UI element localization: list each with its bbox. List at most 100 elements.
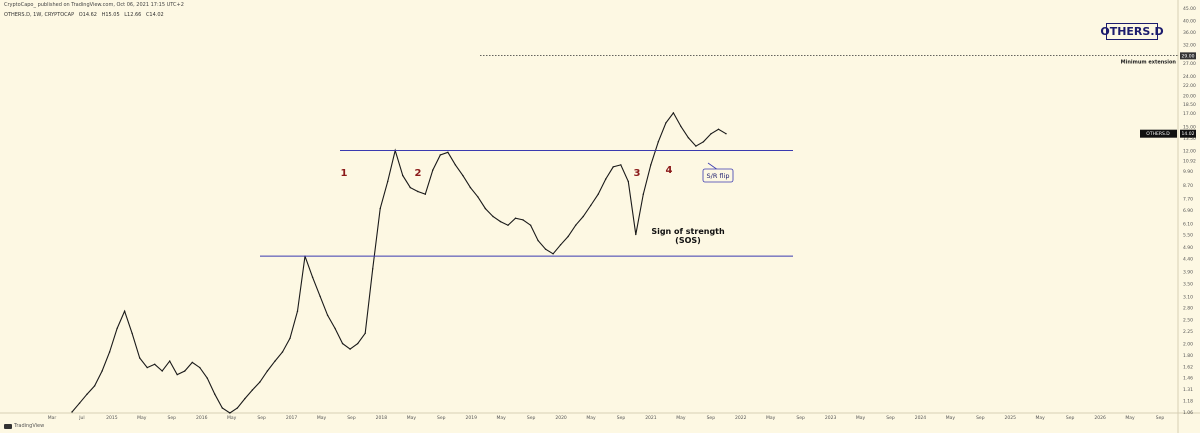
x-tick-label: Jul bbox=[78, 415, 84, 421]
price-point bbox=[605, 178, 607, 180]
price-point bbox=[184, 370, 186, 372]
y-tick-label: 20.00 bbox=[1183, 93, 1196, 99]
y-tick-label: 40.00 bbox=[1183, 19, 1196, 25]
last-price-tag bbox=[1180, 129, 1196, 138]
x-tick-label: Sep bbox=[707, 415, 716, 421]
x-tick-label: Sep bbox=[527, 415, 536, 421]
price-point bbox=[575, 224, 577, 226]
y-tick-label: 1.62 bbox=[1183, 364, 1193, 370]
x-tick-label: Sep bbox=[1156, 415, 1165, 421]
y-tick-label: 3.10 bbox=[1183, 294, 1193, 300]
y-tick-label: 17.00 bbox=[1183, 111, 1196, 117]
x-tick-label: Sep bbox=[886, 415, 895, 421]
y-tick-label: 1.46 bbox=[1183, 375, 1193, 381]
price-point bbox=[281, 351, 284, 353]
price-point bbox=[229, 412, 231, 414]
price-point bbox=[462, 174, 464, 177]
price-point bbox=[544, 248, 547, 250]
x-tick-label: 2015 bbox=[106, 415, 118, 421]
price-point bbox=[702, 141, 705, 143]
price-point bbox=[101, 370, 103, 372]
y-tick-label: 3.90 bbox=[1183, 270, 1193, 276]
x-tick-label: 2017 bbox=[286, 415, 298, 421]
price-point bbox=[529, 224, 532, 226]
price-point bbox=[620, 164, 622, 166]
ohlc-low: L12.66 bbox=[124, 12, 142, 18]
price-point bbox=[432, 169, 434, 171]
price-point bbox=[680, 125, 682, 128]
x-tick-label: May bbox=[227, 415, 237, 421]
price-point bbox=[154, 363, 156, 365]
y-tick-label: 4.90 bbox=[1183, 245, 1193, 251]
price-point bbox=[507, 224, 509, 226]
y-tick-label: 3.50 bbox=[1183, 281, 1193, 287]
y-tick-label: 18.50 bbox=[1183, 102, 1196, 108]
y-tick-label: 1.18 bbox=[1183, 398, 1193, 404]
price-point bbox=[477, 196, 479, 198]
price-point bbox=[311, 276, 314, 278]
y-tick-label: 4.40 bbox=[1183, 257, 1193, 263]
target-price-tag bbox=[1180, 52, 1196, 60]
price-point bbox=[499, 220, 502, 223]
symbol-label[interactable]: OTHERS.D, 1W, CRYPTOCAP bbox=[4, 12, 75, 18]
y-tick-label: 32.00 bbox=[1183, 43, 1196, 49]
x-tick-label: 2021 bbox=[645, 415, 657, 421]
x-tick-label: May bbox=[407, 415, 417, 421]
last-price-label: 14.02 bbox=[1182, 131, 1195, 137]
price-point bbox=[349, 348, 351, 350]
x-tick-label: May bbox=[586, 415, 596, 421]
y-tick-label: 2.25 bbox=[1183, 329, 1193, 335]
ohlc-close: C14.02 bbox=[145, 12, 164, 18]
x-tick-label: 2023 bbox=[825, 415, 837, 421]
price-point bbox=[169, 360, 171, 362]
ohlc-open: O14.62 bbox=[78, 12, 97, 18]
x-tick-label: May bbox=[137, 415, 147, 421]
y-tick-label: 1.80 bbox=[1183, 353, 1193, 359]
price-point bbox=[372, 268, 374, 270]
y-tick-label: 2.00 bbox=[1183, 342, 1193, 348]
y-tick-label: 1.06 bbox=[1183, 410, 1193, 416]
y-tick-label: 8.70 bbox=[1183, 183, 1193, 189]
price-point bbox=[341, 342, 344, 345]
y-tick-label: 13.50 bbox=[1183, 136, 1196, 142]
x-tick-label: May bbox=[317, 415, 327, 421]
price-point bbox=[131, 332, 133, 334]
last-price-symbol: OTHERS.D bbox=[1146, 131, 1170, 137]
price-point bbox=[439, 154, 441, 156]
y-tick-label: 2.80 bbox=[1183, 305, 1193, 311]
price-point bbox=[161, 370, 163, 372]
y-tick-label: 22.00 bbox=[1183, 83, 1196, 89]
price-point bbox=[409, 186, 411, 189]
ohlc-high: H15.05 bbox=[101, 12, 120, 18]
y-tick-label: 24.00 bbox=[1183, 74, 1196, 80]
price-point bbox=[289, 337, 291, 339]
price-point bbox=[590, 204, 592, 207]
price-point bbox=[687, 137, 690, 139]
price-point bbox=[236, 407, 239, 409]
price-point bbox=[379, 207, 381, 210]
price-point bbox=[612, 166, 614, 168]
price-point bbox=[334, 327, 336, 330]
x-tick-label: Sep bbox=[617, 415, 626, 421]
price-point bbox=[635, 233, 637, 236]
x-tick-label: Sep bbox=[168, 415, 177, 421]
x-tick-label: Sep bbox=[1066, 415, 1075, 421]
price-point bbox=[266, 370, 269, 372]
price-point bbox=[139, 357, 141, 359]
price-point bbox=[116, 327, 118, 330]
price-point bbox=[296, 310, 299, 312]
price-point bbox=[71, 411, 73, 413]
price-point bbox=[642, 193, 644, 195]
x-tick-label: Sep bbox=[796, 415, 805, 421]
x-tick-label: Sep bbox=[976, 415, 985, 421]
price-point bbox=[214, 393, 216, 395]
tradingview-logo-text: TradingView bbox=[14, 423, 45, 429]
sos-label-line1: Sign of strength bbox=[651, 227, 725, 236]
price-point bbox=[484, 207, 487, 210]
tradingview-logo[interactable]: TradingView bbox=[4, 423, 44, 429]
x-tick-label: 2022 bbox=[735, 415, 747, 421]
y-tick-label: 10.92 bbox=[1183, 159, 1196, 165]
price-point bbox=[469, 186, 472, 189]
